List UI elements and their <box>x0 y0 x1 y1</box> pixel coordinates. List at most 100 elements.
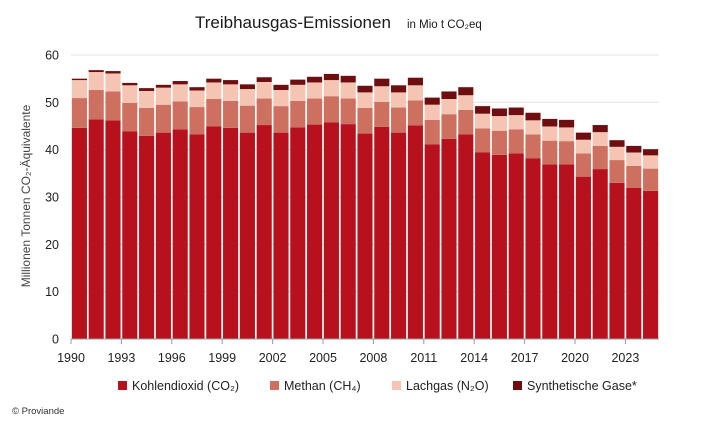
bar-segment-lachgas-2020 <box>575 139 591 154</box>
bar-segment-lachgas-2010 <box>407 85 423 101</box>
bar-segment-methan-1990 <box>71 98 87 128</box>
bar-segment-kohlendioxid-1997 <box>189 134 205 339</box>
bar-segment-lachgas-2017 <box>525 120 541 135</box>
bar-segment-synthetische-2004 <box>307 76 323 83</box>
bar-segment-synthetische-1994 <box>139 88 155 91</box>
bar-segment-methan-2020 <box>575 153 591 177</box>
bar-segment-methan-2022 <box>609 160 625 183</box>
bar-segment-lachgas-2011 <box>424 104 440 120</box>
bar-segment-kohlendioxid-2014 <box>475 152 491 339</box>
legend-swatch-kohlendioxid <box>118 381 127 390</box>
bar-segment-lachgas-2006 <box>340 82 356 99</box>
bar-segment-methan-2000 <box>239 105 255 133</box>
bar-segment-kohlendioxid-2003 <box>290 127 306 339</box>
bar-segment-synthetische-1993 <box>122 82 138 86</box>
bar-segment-lachgas-2001 <box>256 81 272 99</box>
x-tick-label: 2008 <box>359 351 387 365</box>
bar-segment-methan-2004 <box>307 98 323 125</box>
bar-segment-synthetische-2011 <box>424 97 440 105</box>
bar-segment-kohlendioxid-2015 <box>491 154 507 339</box>
bar-segment-synthetische-2016 <box>508 107 524 116</box>
bar-segment-kohlendioxid-2021 <box>592 169 608 339</box>
bar-segment-methan-2006 <box>340 98 356 125</box>
bar-segment-methan-1999 <box>223 100 239 128</box>
y-tick-label: 10 <box>45 285 59 299</box>
bar-segment-lachgas-2023 <box>626 152 642 166</box>
chart-title: Treibhausgas-Emissionen <box>195 13 391 32</box>
bar-segment-kohlendioxid-2013 <box>458 134 474 339</box>
bar-segment-synthetische-2012 <box>441 91 457 100</box>
bar-segment-kohlendioxid-1994 <box>139 135 155 339</box>
x-axis-ticks: 1990 1993 1996 1999 2002 2005 2008 2011 2014 2017… <box>57 338 659 365</box>
bar-segment-synthetische-2015 <box>491 108 507 117</box>
bar-segment-synthetische-2007 <box>357 85 373 93</box>
bar-segment-methan-2015 <box>491 130 507 155</box>
bar-segment-methan-2007 <box>357 108 373 134</box>
bar-segment-synthetische-1991 <box>88 70 104 73</box>
bar-segment-kohlendioxid-2004 <box>307 124 323 339</box>
bar-segment-methan-2001 <box>256 98 272 126</box>
x-tick-label: 2005 <box>309 351 337 365</box>
bar-segment-synthetische-1997 <box>189 87 205 91</box>
bar-segment-synthetische-1990 <box>71 78 87 81</box>
bar-segment-kohlendioxid-1991 <box>88 119 104 339</box>
bar-segment-methan-2024 <box>643 168 659 191</box>
legend-label-kohlendioxid: Kohlendioxid (CO₂) <box>132 379 239 393</box>
bar-segment-kohlendioxid-2006 <box>340 124 356 340</box>
bar-segment-lachgas-2015 <box>491 116 507 131</box>
bar-segment-methan-1995 <box>155 104 171 133</box>
credit-text: © Proviande <box>12 406 64 417</box>
bar-segment-lachgas-1998 <box>206 82 222 100</box>
bar-segment-lachgas-2013 <box>458 95 474 110</box>
bar-segment-synthetische-2006 <box>340 75 356 83</box>
bar-segment-lachgas-2021 <box>592 132 608 146</box>
bar-segment-kohlendioxid-2009 <box>391 132 407 339</box>
bar-segment-kohlendioxid-1992 <box>105 120 121 339</box>
bar-segment-synthetische-2001 <box>256 77 272 82</box>
bar-segment-kohlendioxid-2008 <box>374 126 390 340</box>
bar-segment-kohlendioxid-2024 <box>643 190 659 339</box>
bar-segment-synthetische-1995 <box>155 84 171 88</box>
bar-segment-methan-2011 <box>424 119 440 145</box>
bar-segment-synthetische-2018 <box>542 118 558 127</box>
bar-segment-synthetische-2023 <box>626 145 642 153</box>
bar-segment-lachgas-2018 <box>542 126 558 141</box>
legend-swatch-methan <box>270 381 279 390</box>
bar-segment-kohlendioxid-2017 <box>525 158 541 339</box>
y-tick-label: 60 <box>45 49 59 63</box>
x-tick-label: 1993 <box>107 351 135 365</box>
bar-segment-kohlendioxid-2020 <box>575 176 591 339</box>
bar-segment-synthetische-1998 <box>206 78 222 83</box>
bar-segment-methan-1994 <box>139 108 155 136</box>
bar-segment-lachgas-1990 <box>71 80 87 99</box>
bar-segment-lachgas-1994 <box>139 90 155 109</box>
bar-segment-synthetische-1999 <box>223 80 239 85</box>
legend-label-methan: Methan (CH₄) <box>284 379 361 393</box>
bar-segment-kohlendioxid-2019 <box>559 164 575 339</box>
bar-segment-kohlendioxid-2005 <box>323 122 339 339</box>
bar-segment-synthetische-2000 <box>239 84 255 90</box>
bar-segment-methan-2009 <box>391 107 407 133</box>
x-tick-label: 1990 <box>57 351 85 365</box>
bar-segment-methan-2021 <box>592 145 608 170</box>
bar-segment-kohlendioxid-1998 <box>206 126 222 340</box>
bar-segment-lachgas-2008 <box>374 86 390 102</box>
bar-segment-lachgas-1997 <box>189 90 205 108</box>
bar-segment-synthetische-2017 <box>525 112 541 121</box>
chart-title-unit: in Mio t CO₂eq <box>407 19 482 31</box>
bar-segment-lachgas-2014 <box>475 113 491 129</box>
bar-segment-methan-2017 <box>525 134 541 159</box>
bar-segment-lachgas-2012 <box>441 99 457 115</box>
bar-segment-lachgas-2007 <box>357 92 373 109</box>
bar-segment-methan-2019 <box>559 141 575 165</box>
bar-segment-lachgas-2002 <box>273 90 289 107</box>
bar-segment-methan-1996 <box>172 101 188 130</box>
bar-segment-methan-1998 <box>206 99 222 127</box>
bar-segment-lachgas-1993 <box>122 85 138 103</box>
bar-segment-synthetische-2014 <box>475 106 491 114</box>
bar-segment-lachgas-1996 <box>172 84 188 102</box>
bar-segment-methan-2018 <box>542 140 558 165</box>
bar-segment-methan-2013 <box>458 109 474 135</box>
bar-segment-lachgas-2022 <box>609 146 625 161</box>
